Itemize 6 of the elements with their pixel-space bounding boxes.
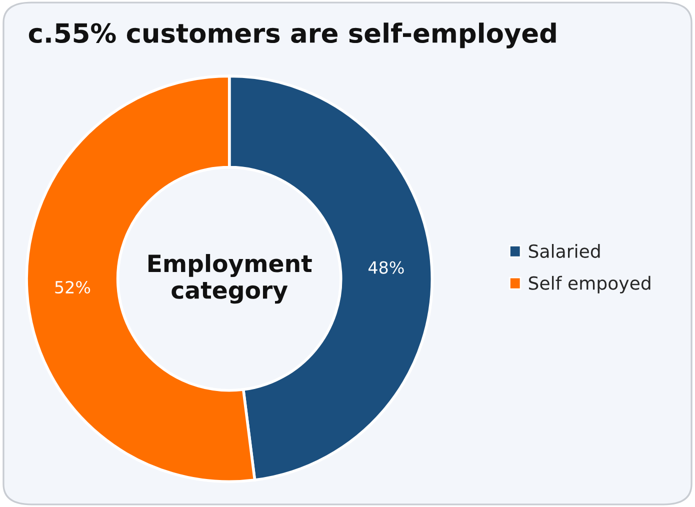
legend-label: Self empoyed xyxy=(528,276,650,294)
legend-label: Salaried xyxy=(528,244,600,258)
chart-title: c.55% customers are self-employed xyxy=(28,22,556,48)
data-label: 52% xyxy=(55,280,90,294)
text: Employment category xyxy=(148,254,312,304)
data-label: 48% xyxy=(368,261,404,274)
